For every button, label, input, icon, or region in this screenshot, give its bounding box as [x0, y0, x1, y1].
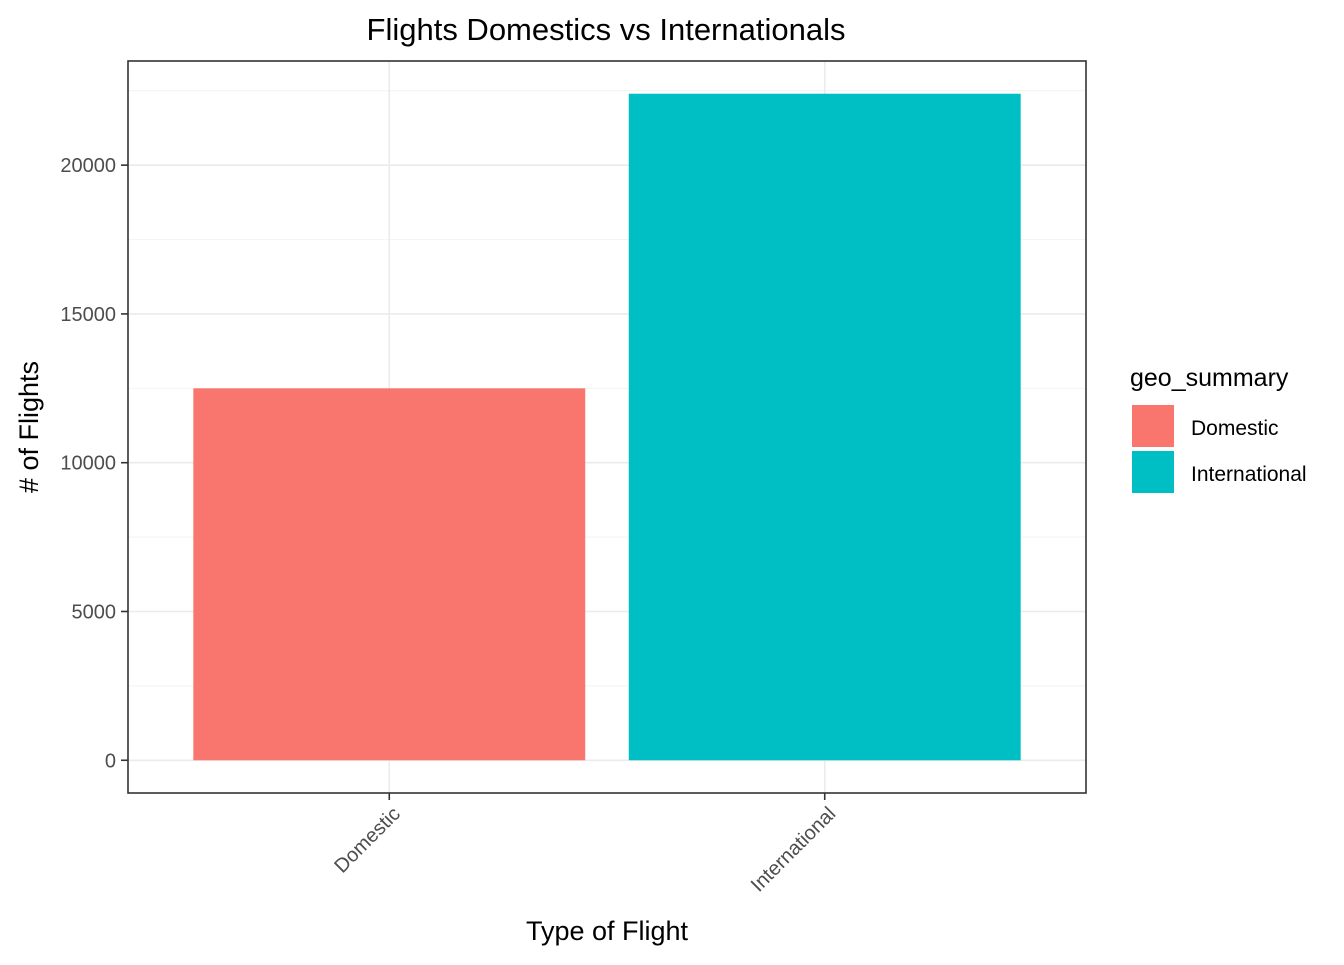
bars	[193, 93, 1021, 761]
y-axis: 0 5000 10000 15000 20000	[60, 155, 128, 772]
legend-items: Domestic International	[1132, 405, 1307, 493]
y-axis-title: # of Flights	[14, 361, 44, 493]
legend: geo_summary Domestic International	[1130, 364, 1307, 493]
plot-panel-border	[127, 60, 1087, 794]
legend-label-domestic: Domestic	[1191, 417, 1279, 440]
x-tick-label: International	[747, 803, 840, 896]
y-tick-label: 20000	[60, 155, 116, 177]
y-tick-label: 10000	[60, 453, 116, 475]
chart-title: Flights Domestics vs Internationals	[367, 12, 846, 47]
legend-title: geo_summary	[1130, 364, 1289, 392]
x-axis-title: Type of Flight	[526, 916, 689, 946]
bar-international	[628, 93, 1021, 761]
legend-key-domestic	[1132, 405, 1174, 447]
x-tick-label: Domestic	[330, 803, 405, 878]
y-tick-label: 0	[105, 750, 116, 772]
y-tick-label: 15000	[60, 304, 116, 326]
bar-domestic	[193, 388, 586, 761]
legend-label-international: International	[1191, 463, 1307, 486]
x-axis: Domestic International	[330, 793, 840, 896]
y-tick-label: 5000	[72, 601, 117, 623]
legend-key-international	[1132, 451, 1174, 493]
